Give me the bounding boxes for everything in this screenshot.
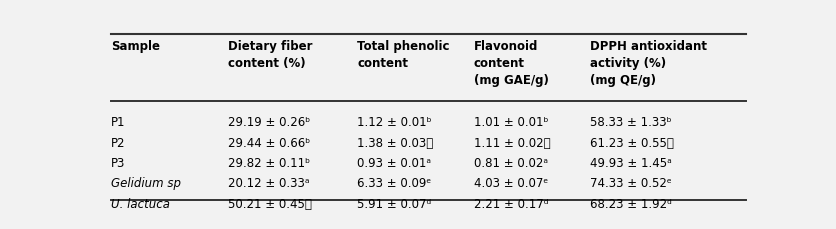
Text: 0.93 ± 0.01ᵃ: 0.93 ± 0.01ᵃ <box>357 156 431 169</box>
Text: 58.33 ± 1.33ᵇ: 58.33 ± 1.33ᵇ <box>590 116 672 129</box>
Text: P3: P3 <box>111 156 125 169</box>
Text: 29.82 ± 0.11ᵇ: 29.82 ± 0.11ᵇ <box>227 156 309 169</box>
Text: Total phenolic
content: Total phenolic content <box>357 40 450 70</box>
Text: Dietary fiber
content (%): Dietary fiber content (%) <box>227 40 312 70</box>
Text: 1.01 ± 0.01ᵇ: 1.01 ± 0.01ᵇ <box>474 116 548 129</box>
Text: P2: P2 <box>111 136 125 149</box>
Text: 0.81 ± 0.02ᵃ: 0.81 ± 0.02ᵃ <box>474 156 548 169</box>
Text: U. lactuca: U. lactuca <box>111 197 170 210</box>
Text: 1.12 ± 0.01ᵇ: 1.12 ± 0.01ᵇ <box>357 116 432 129</box>
Text: 1.11 ± 0.02ᨉ: 1.11 ± 0.02ᨉ <box>474 136 550 149</box>
Text: 29.19 ± 0.26ᵇ: 29.19 ± 0.26ᵇ <box>227 116 310 129</box>
Text: 20.12 ± 0.33ᵃ: 20.12 ± 0.33ᵃ <box>227 177 309 189</box>
Text: 29.44 ± 0.66ᵇ: 29.44 ± 0.66ᵇ <box>227 136 310 149</box>
Text: 2.21 ± 0.17ᵈ: 2.21 ± 0.17ᵈ <box>474 197 548 210</box>
Text: 4.03 ± 0.07ᵉ: 4.03 ± 0.07ᵉ <box>474 177 548 189</box>
Text: P1: P1 <box>111 116 125 129</box>
Text: 5.91 ± 0.07ᵈ: 5.91 ± 0.07ᵈ <box>357 197 431 210</box>
Text: 1.38 ± 0.03ᨉ: 1.38 ± 0.03ᨉ <box>357 136 433 149</box>
Text: 61.23 ± 0.55ᨉ: 61.23 ± 0.55ᨉ <box>590 136 675 149</box>
Text: 49.93 ± 1.45ᵃ: 49.93 ± 1.45ᵃ <box>590 156 672 169</box>
Text: Sample: Sample <box>111 40 160 53</box>
Text: 6.33 ± 0.09ᵉ: 6.33 ± 0.09ᵉ <box>357 177 431 189</box>
Text: 74.33 ± 0.52ᵉ: 74.33 ± 0.52ᵉ <box>590 177 672 189</box>
Text: 68.23 ± 1.92ᵈ: 68.23 ± 1.92ᵈ <box>590 197 672 210</box>
Text: 50.21 ± 0.45ᨉ: 50.21 ± 0.45ᨉ <box>227 197 312 210</box>
Text: DPPH antioxidant
activity (%)
(mg QE/g): DPPH antioxidant activity (%) (mg QE/g) <box>590 40 707 87</box>
Text: Gelidium sp: Gelidium sp <box>111 177 181 189</box>
Text: Flavonoid
content
(mg GAE/g): Flavonoid content (mg GAE/g) <box>474 40 548 87</box>
